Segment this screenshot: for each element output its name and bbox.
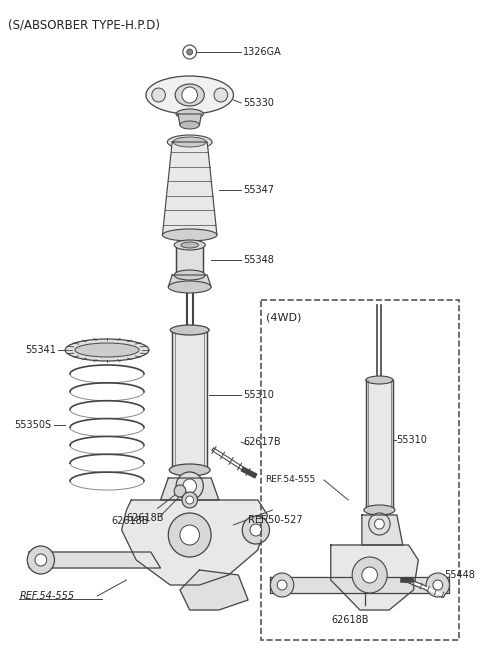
Polygon shape bbox=[160, 478, 219, 500]
Circle shape bbox=[362, 567, 377, 583]
Text: 55348: 55348 bbox=[243, 255, 274, 265]
Circle shape bbox=[182, 492, 197, 508]
Circle shape bbox=[152, 88, 166, 102]
Text: 55330: 55330 bbox=[243, 98, 274, 108]
Polygon shape bbox=[168, 275, 211, 287]
Polygon shape bbox=[270, 577, 449, 593]
Circle shape bbox=[186, 496, 193, 504]
Text: 55310: 55310 bbox=[396, 435, 427, 445]
Circle shape bbox=[374, 519, 384, 529]
Polygon shape bbox=[121, 500, 267, 585]
Text: 62618B: 62618B bbox=[332, 615, 369, 625]
Circle shape bbox=[35, 554, 47, 566]
Ellipse shape bbox=[181, 242, 198, 248]
Circle shape bbox=[27, 546, 54, 574]
Text: (4WD): (4WD) bbox=[265, 312, 301, 322]
Text: REF.50-527: REF.50-527 bbox=[248, 515, 303, 525]
Circle shape bbox=[433, 580, 443, 590]
Ellipse shape bbox=[168, 281, 211, 293]
Text: 55350S: 55350S bbox=[14, 420, 51, 430]
Bar bbox=[176, 245, 204, 275]
Ellipse shape bbox=[366, 376, 393, 384]
Text: 62618B: 62618B bbox=[112, 516, 149, 526]
Text: 55347: 55347 bbox=[243, 185, 274, 195]
Circle shape bbox=[214, 88, 228, 102]
Circle shape bbox=[182, 87, 197, 103]
Circle shape bbox=[242, 516, 269, 544]
Ellipse shape bbox=[176, 109, 204, 119]
Text: 55448: 55448 bbox=[444, 570, 476, 580]
Ellipse shape bbox=[364, 505, 395, 515]
Ellipse shape bbox=[175, 84, 204, 106]
Circle shape bbox=[174, 485, 186, 497]
Polygon shape bbox=[331, 545, 418, 610]
Circle shape bbox=[250, 524, 262, 536]
Polygon shape bbox=[180, 570, 248, 610]
Bar bbox=[172, 330, 207, 470]
Circle shape bbox=[426, 573, 449, 597]
Circle shape bbox=[176, 472, 204, 500]
Ellipse shape bbox=[180, 121, 199, 129]
Polygon shape bbox=[29, 552, 160, 568]
Circle shape bbox=[187, 49, 192, 55]
Circle shape bbox=[183, 45, 196, 59]
Text: REF.54-555: REF.54-555 bbox=[265, 476, 316, 485]
Circle shape bbox=[369, 513, 390, 535]
Circle shape bbox=[168, 513, 211, 557]
Text: REF.54-555: REF.54-555 bbox=[20, 591, 74, 601]
Text: 1326GA: 1326GA bbox=[243, 47, 282, 57]
Text: (S/ABSORBER TYPE-H.P.D): (S/ABSORBER TYPE-H.P.D) bbox=[8, 18, 160, 31]
Bar bbox=[366, 380, 393, 510]
Ellipse shape bbox=[162, 229, 217, 241]
Ellipse shape bbox=[75, 343, 139, 357]
Ellipse shape bbox=[169, 464, 210, 476]
Circle shape bbox=[352, 557, 387, 593]
Ellipse shape bbox=[173, 137, 206, 147]
Polygon shape bbox=[162, 142, 217, 235]
Text: 62618B: 62618B bbox=[126, 493, 178, 523]
Ellipse shape bbox=[174, 240, 205, 250]
Ellipse shape bbox=[65, 339, 149, 361]
Ellipse shape bbox=[174, 270, 205, 280]
Ellipse shape bbox=[170, 325, 209, 335]
Polygon shape bbox=[362, 515, 403, 545]
Circle shape bbox=[277, 580, 287, 590]
Ellipse shape bbox=[146, 76, 233, 114]
Text: 55310: 55310 bbox=[243, 390, 274, 400]
Polygon shape bbox=[178, 114, 202, 125]
Circle shape bbox=[270, 573, 294, 597]
Circle shape bbox=[180, 525, 199, 545]
Ellipse shape bbox=[168, 135, 212, 149]
Text: 62617B: 62617B bbox=[243, 437, 281, 447]
Text: 55341: 55341 bbox=[25, 345, 57, 355]
Circle shape bbox=[183, 479, 196, 493]
